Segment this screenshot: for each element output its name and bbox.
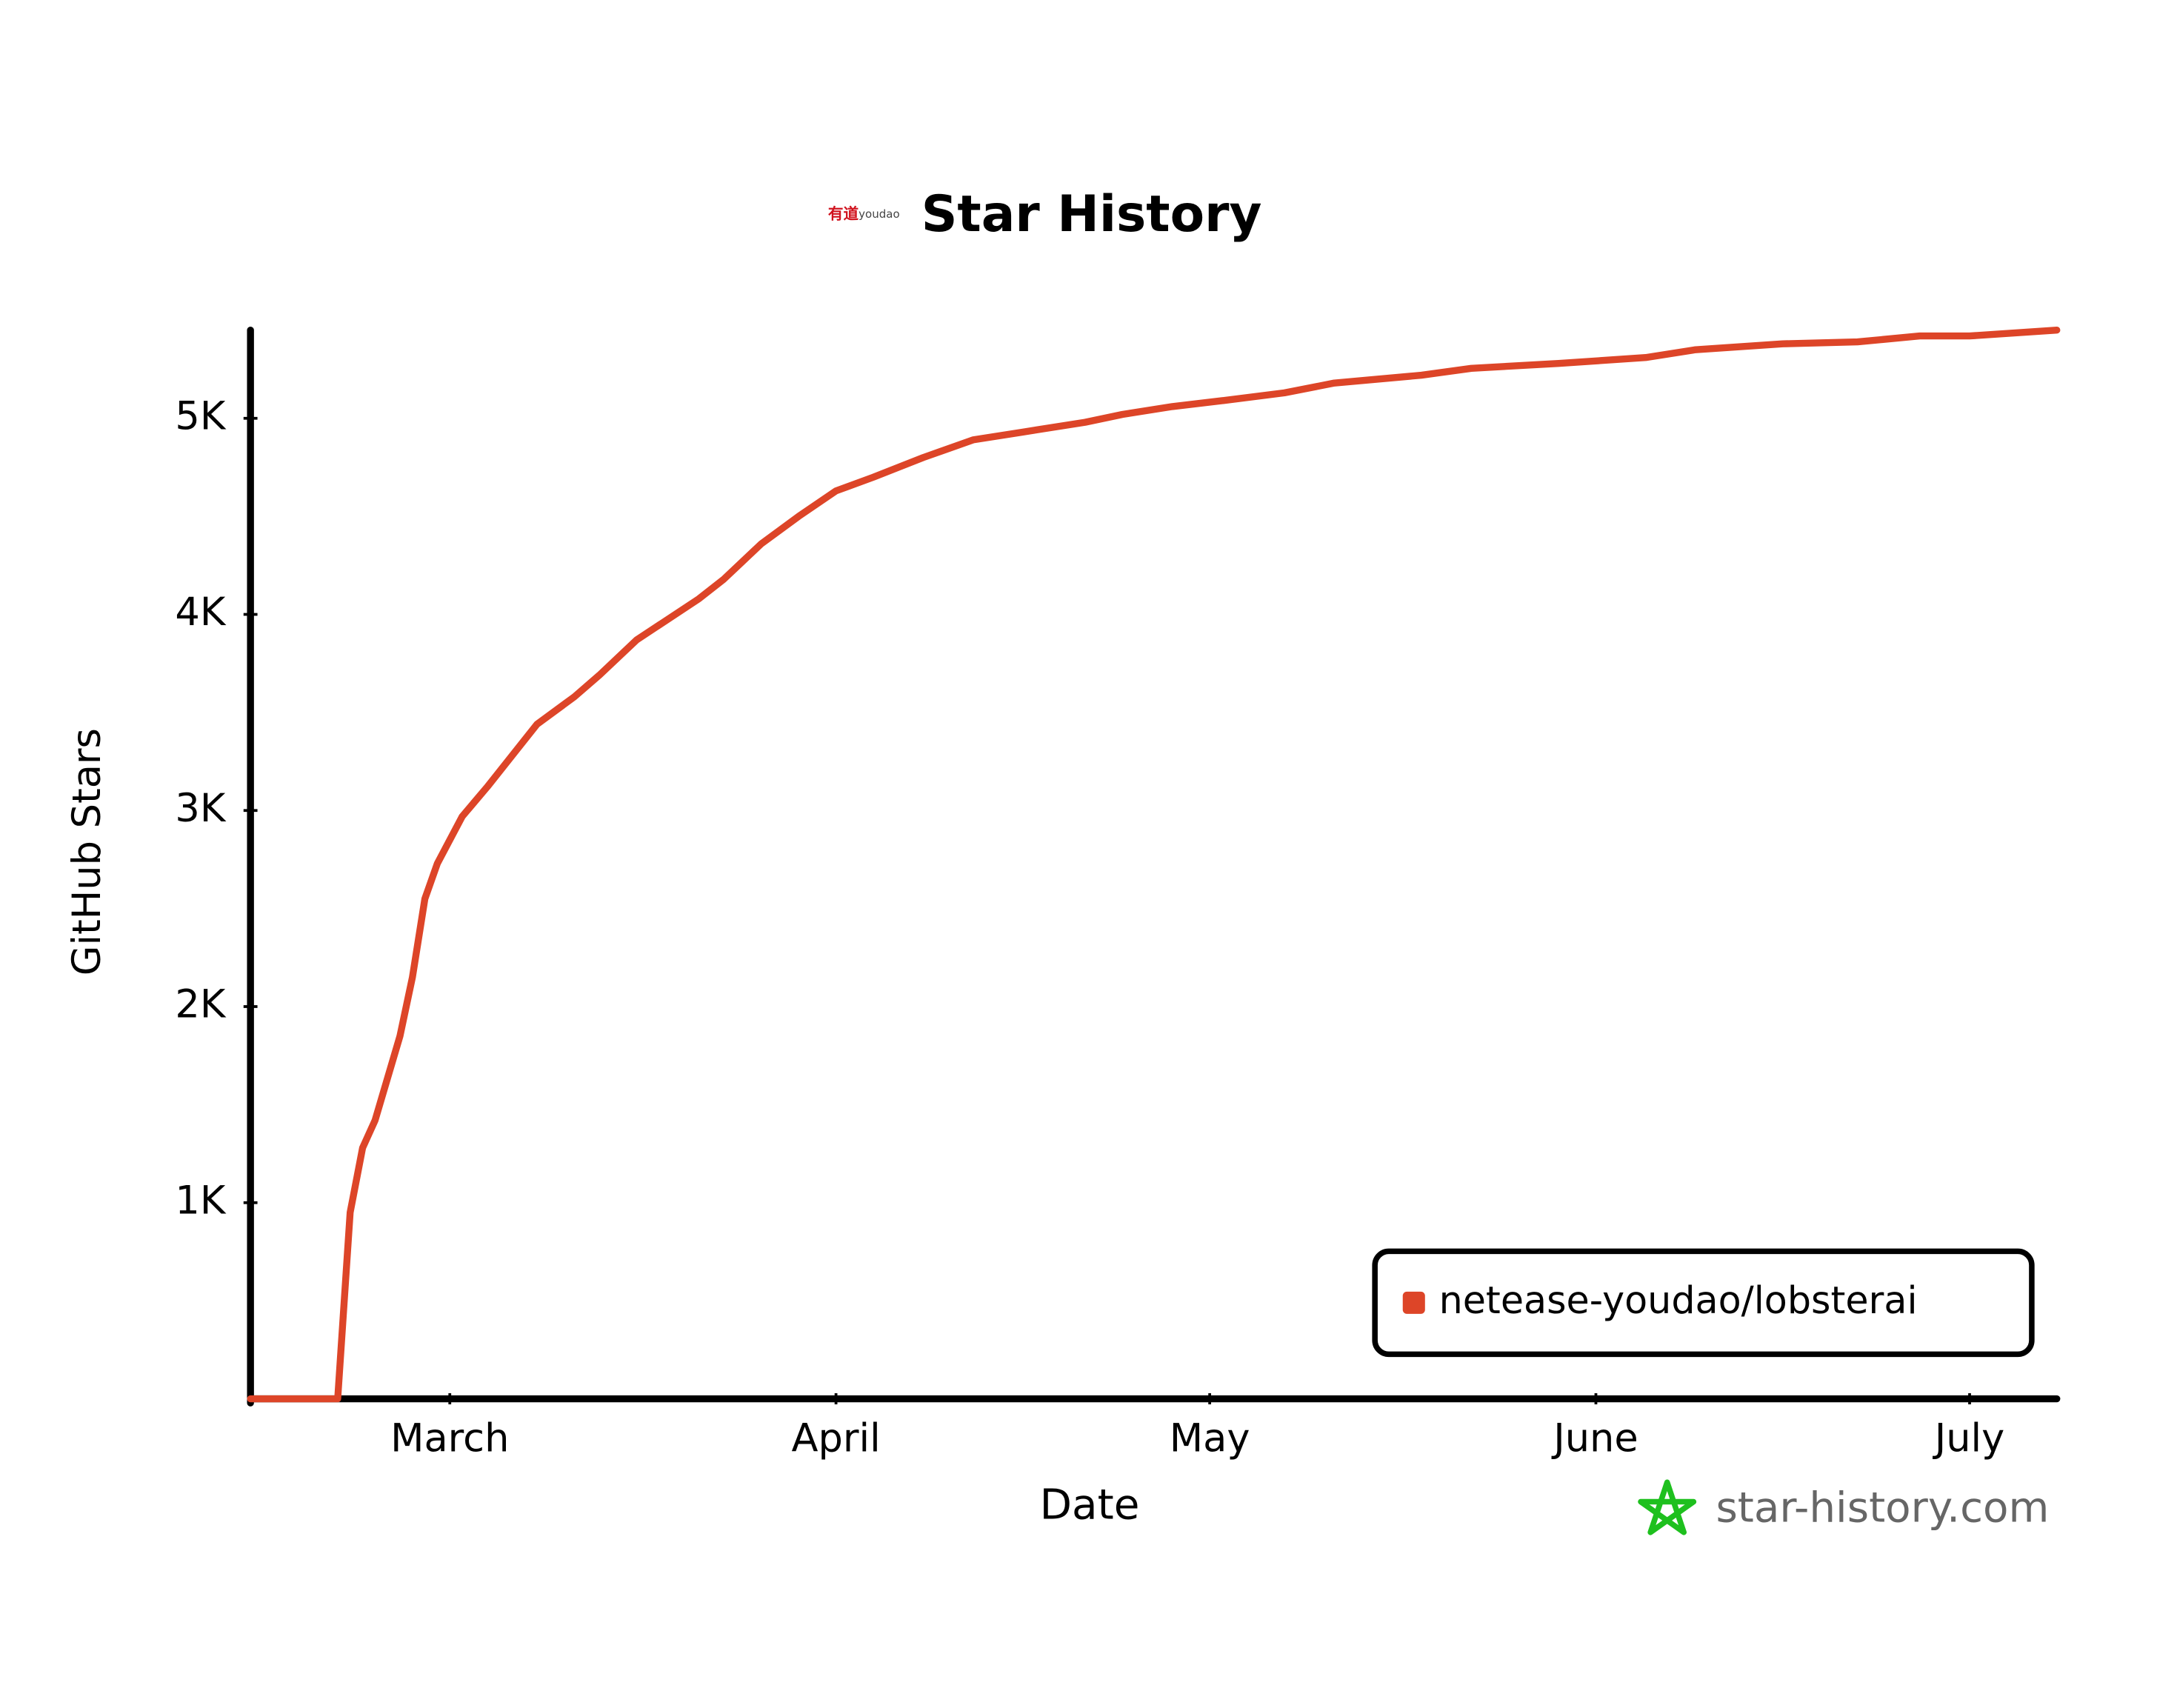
- chart-title: Star History: [921, 184, 1262, 243]
- legend-label: netease-youdao/lobsterai: [1439, 1278, 1918, 1322]
- x-axis-label: Date: [1040, 1481, 1140, 1529]
- logo-cn: 有道: [828, 205, 859, 223]
- y-tick-label: 1K: [175, 1178, 226, 1223]
- y-tick-label: 4K: [175, 590, 226, 635]
- legend-swatch: [1402, 1291, 1425, 1314]
- y-axis-label: GitHub Stars: [64, 728, 110, 975]
- x-tick-label: April: [791, 1416, 880, 1461]
- watermark-star: [1638, 1479, 1697, 1535]
- x-tick-label: March: [390, 1416, 509, 1461]
- y-tick-label: 5K: [175, 393, 226, 438]
- legend-box: [1372, 1248, 2035, 1358]
- watermark: star-history.com: [1716, 1484, 2049, 1532]
- x-tick-label: June: [1551, 1416, 1638, 1461]
- x-tick-label: May: [1170, 1416, 1250, 1461]
- y-tick-label: 3K: [175, 786, 226, 831]
- series-line: [247, 326, 2061, 1403]
- x-tick-label: July: [1933, 1416, 2005, 1461]
- star-icon: [1638, 1479, 1697, 1535]
- logo-en: youdao: [859, 207, 900, 221]
- y-tick-label: 2K: [175, 982, 226, 1027]
